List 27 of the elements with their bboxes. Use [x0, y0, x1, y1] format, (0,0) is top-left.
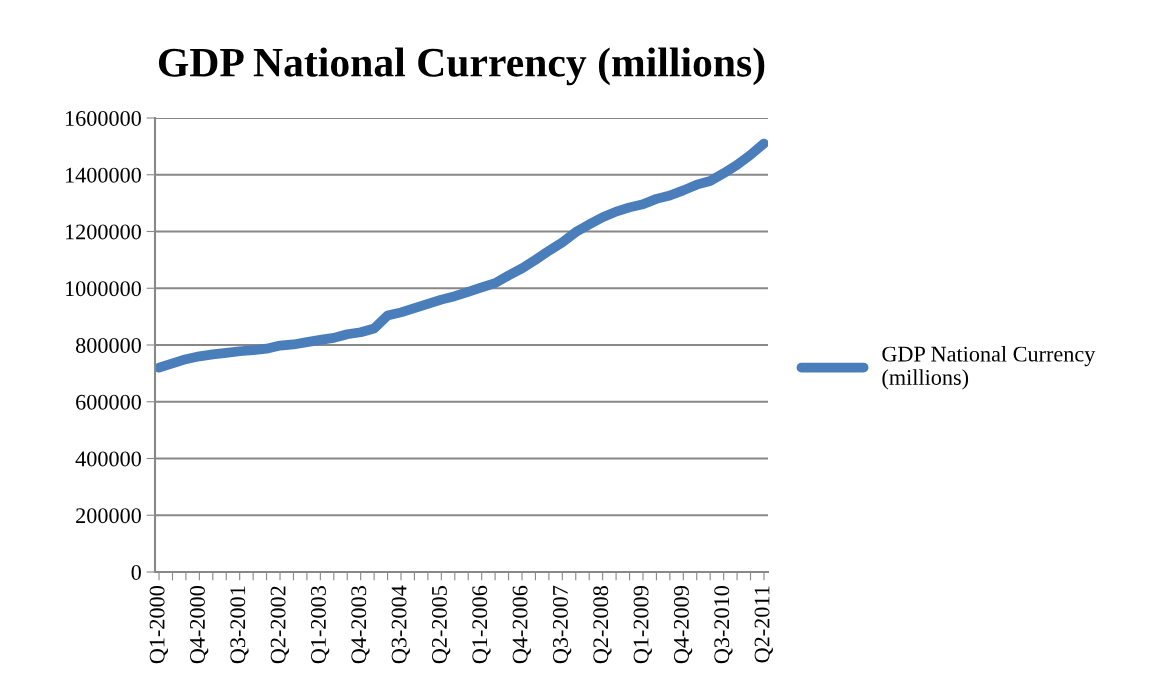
y-tick-label: 0: [131, 564, 141, 580]
legend-label: GDP National Currency (millions): [882, 345, 1096, 390]
y-tick-label: 1200000: [65, 224, 141, 240]
x-tick-label: Q4-2003: [351, 586, 370, 664]
x-tick-label: Q1-2006: [472, 585, 491, 664]
x-tick-label: Q1-2000: [149, 586, 168, 664]
x-tick-label: Q3-2010: [714, 586, 733, 664]
y-tick-label: 1600000: [65, 110, 141, 126]
y-tick-label: 600000: [76, 394, 141, 410]
x-tick-label: Q3-2007: [552, 585, 572, 664]
x-tick-label: Q4-2009: [673, 586, 693, 664]
chart-title: GDP National Currency (millions): [158, 47, 765, 86]
x-tick-label: Q2-2002: [270, 586, 289, 664]
x-tick-label: Q3-2001: [230, 586, 249, 664]
x-tick-label: Q1-2003: [310, 586, 330, 664]
x-tick-label: Q3-2004: [391, 585, 410, 664]
x-tick-label: Q2-2005: [431, 586, 451, 664]
x-tick-label: Q2-2008: [593, 586, 612, 664]
x-tick-label: Q1-2009: [633, 586, 652, 664]
y-tick-label: 200000: [76, 508, 141, 524]
y-tick-label: 400000: [75, 451, 141, 467]
y-tick-label: 1000000: [65, 281, 141, 297]
x-tick-label: Q4-2000: [189, 586, 209, 664]
y-tick-label: 800000: [75, 337, 141, 353]
x-tick-label: Q2-2011: [754, 586, 773, 663]
x-tick-label: Q4-2006: [512, 585, 531, 664]
y-tick-label: 1400000: [65, 167, 141, 183]
